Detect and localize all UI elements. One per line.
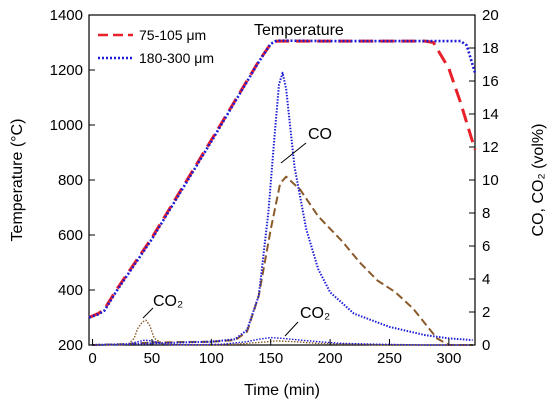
- series-line-temperature-75-105-0: [88, 39, 477, 319]
- y-right-tick-label: 0: [482, 337, 490, 354]
- y-right-tick-label: 16: [482, 73, 499, 90]
- y-left-tick-label: 1000: [50, 117, 83, 134]
- series-line-co-75-105-2: [92, 175, 473, 346]
- y-left-tick-label: 600: [58, 227, 83, 244]
- series-line-co2-180-300-4: [92, 319, 473, 346]
- y-left-tick-label: 400: [58, 282, 83, 299]
- y-left-tick-label: 1400: [50, 7, 83, 24]
- series-line-co-180-300-3: [92, 71, 473, 346]
- y-right-tick-label: 10: [482, 172, 499, 189]
- legend: 75-105 μm 180-300 μm: [93, 19, 231, 69]
- x-tick-label: 50: [144, 350, 161, 367]
- y-axis-left-title: Temperature (°C): [9, 119, 26, 242]
- tick-layer: 0 50 100 150 200 250 3002004006008001000120014…: [50, 7, 499, 367]
- series-layer: [88, 39, 477, 346]
- legend-box: [93, 19, 231, 69]
- y-right-tick-label: 2: [482, 304, 490, 321]
- co2-left-leader-line: [142, 307, 154, 319]
- co2-right-leader-line: [284, 321, 299, 337]
- y-right-tick-label: 14: [482, 106, 499, 123]
- co2-right-annotation: CO₂: [300, 305, 330, 322]
- series-line-co2-180-300-5: [92, 336, 473, 346]
- x-tick-label: 0: [88, 350, 96, 367]
- legend-label-180-300: 180-300 μm: [139, 50, 214, 66]
- y-right-tick-label: 4: [482, 271, 490, 288]
- y-right-tick-label: 8: [482, 205, 490, 222]
- co2-left-annotation: CO₂: [153, 293, 183, 310]
- legend-label-75-105: 75-105 μm: [139, 27, 206, 43]
- y-right-tick-label: 18: [482, 40, 499, 57]
- y-right-tick-label: 6: [482, 238, 490, 255]
- x-tick-label: 300: [436, 350, 461, 367]
- y-right-tick-label: 12: [482, 139, 499, 156]
- x-tick-label: 250: [377, 350, 402, 367]
- co-annotation: CO: [308, 126, 332, 143]
- x-tick-label: 100: [199, 350, 224, 367]
- x-axis-title: Time (min): [244, 382, 320, 399]
- co-leader-line: [280, 142, 307, 164]
- temperature-annotation: Temperature: [254, 22, 344, 39]
- series-line-temperature-180-300-1: [88, 39, 477, 319]
- y-left-tick-label: 1200: [50, 62, 83, 79]
- x-tick-label: 200: [318, 350, 343, 367]
- y-right-tick-label: 20: [482, 7, 499, 24]
- y-left-tick-label: 800: [58, 172, 83, 189]
- y-left-tick-label: 200: [58, 337, 83, 354]
- x-tick-label: 150: [258, 350, 283, 367]
- y-axis-right-title: CO, CO₂ (vol%): [530, 124, 547, 237]
